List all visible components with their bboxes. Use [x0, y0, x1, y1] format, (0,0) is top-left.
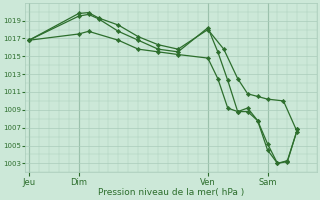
X-axis label: Pression niveau de la mer( hPa ): Pression niveau de la mer( hPa )	[98, 188, 244, 197]
